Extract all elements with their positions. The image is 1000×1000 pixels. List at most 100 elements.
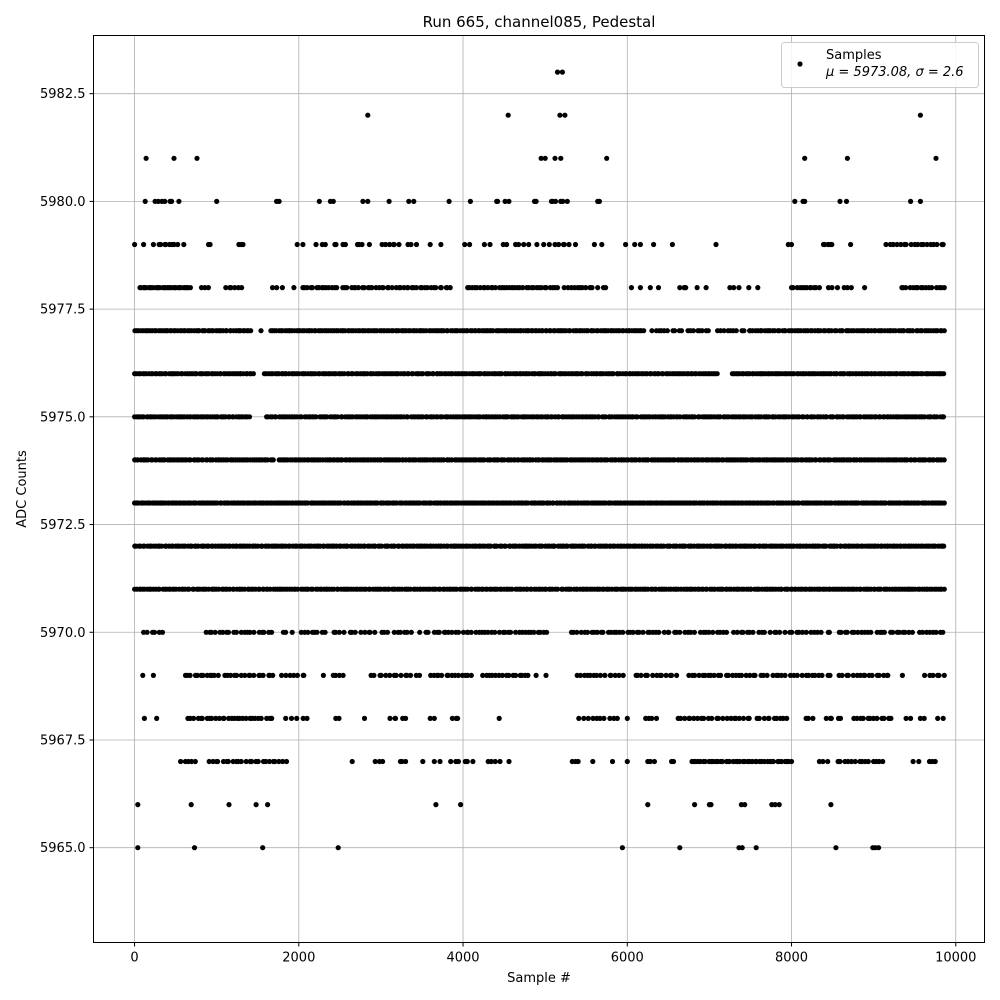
sample-point (238, 758, 244, 765)
sample-point (405, 285, 411, 291)
sample-point (541, 241, 547, 248)
sample-point (362, 629, 368, 635)
sample-point (445, 672, 451, 679)
sample-point (894, 241, 900, 248)
sample-point (408, 241, 414, 248)
sample-point (833, 845, 839, 851)
sample-point (239, 285, 245, 291)
sample-point (151, 629, 158, 635)
sample-point (770, 758, 776, 765)
sample-point (645, 802, 651, 808)
sample-point (653, 715, 660, 722)
sample-point (543, 285, 549, 291)
sample-point (782, 328, 788, 334)
y-axis-label: ADC Counts (15, 450, 30, 528)
sample-point (637, 241, 644, 248)
sample-point (772, 802, 778, 808)
sample-point (187, 285, 193, 291)
sample-point (135, 845, 141, 851)
sample-point (159, 629, 166, 635)
sample-point (746, 285, 752, 291)
sample-point (852, 758, 858, 765)
sample-point (558, 155, 564, 161)
sample-point (413, 285, 419, 291)
sample-point (215, 758, 221, 765)
legend-series-label: Samples (826, 48, 882, 63)
sample-point (610, 371, 616, 377)
sample-point (725, 672, 732, 679)
sample-point (334, 414, 340, 420)
sample-point (677, 845, 683, 851)
sample-point (543, 672, 549, 679)
sample-point (603, 414, 609, 420)
sample-point (753, 845, 759, 851)
sample-point (691, 715, 697, 722)
sample-point (556, 241, 562, 248)
sample-point (896, 629, 902, 635)
sample-point (829, 241, 835, 248)
sample-point (848, 241, 854, 248)
sample-point (263, 758, 269, 765)
sample-point (731, 285, 737, 291)
sample-point (788, 241, 795, 248)
sample-point (520, 285, 526, 291)
sample-point (764, 672, 770, 679)
sample-point (825, 758, 831, 765)
sample-point (721, 328, 727, 334)
sample-point (462, 241, 468, 248)
sample-point (334, 285, 340, 291)
sample-point (876, 672, 882, 679)
sample-point (554, 69, 561, 75)
sample-point (441, 457, 447, 463)
sample-point (878, 586, 884, 592)
sample-point (516, 241, 522, 248)
sample-point (175, 241, 181, 248)
sample-point (731, 629, 737, 635)
sample-point (695, 715, 701, 722)
sample-point (589, 285, 595, 291)
sample-point (335, 845, 341, 851)
sample-point (205, 285, 211, 291)
sample-point (778, 758, 785, 765)
sample-point (903, 285, 909, 291)
sample-point (777, 629, 783, 635)
sample-point (694, 285, 700, 291)
sample-point (225, 629, 232, 635)
sample-point (430, 371, 436, 377)
sample-point (552, 241, 558, 248)
sample-point (531, 629, 537, 635)
sample-point (915, 241, 921, 248)
sample-point (506, 758, 512, 765)
sample-point (941, 328, 947, 334)
sample-point (380, 285, 386, 291)
sample-point (705, 328, 711, 334)
sample-point (774, 715, 780, 722)
legend-marker (797, 61, 803, 67)
sample-point (171, 241, 177, 248)
sample-point (150, 241, 156, 248)
sample-point (243, 758, 249, 765)
sample-point (464, 758, 470, 765)
sample-point (533, 198, 539, 204)
sample-point (272, 758, 278, 765)
sample-point (340, 672, 346, 679)
sample-point (314, 629, 320, 635)
sample-point (320, 672, 326, 679)
sample-point (280, 758, 286, 765)
sample-point (770, 672, 776, 679)
sample-point (607, 715, 613, 722)
sample-point (899, 672, 906, 679)
sample-point (266, 758, 272, 765)
sample-point (224, 328, 230, 334)
sample-point (672, 328, 678, 334)
sample-point (795, 500, 802, 506)
sample-point (433, 285, 439, 291)
sample-point (424, 285, 430, 291)
sample-point (437, 758, 443, 765)
sample-point (333, 672, 339, 679)
sample-point (596, 198, 603, 204)
sample-point (502, 543, 508, 549)
sample-point (194, 672, 200, 679)
sample-point (810, 715, 816, 722)
sample-point (890, 241, 896, 248)
